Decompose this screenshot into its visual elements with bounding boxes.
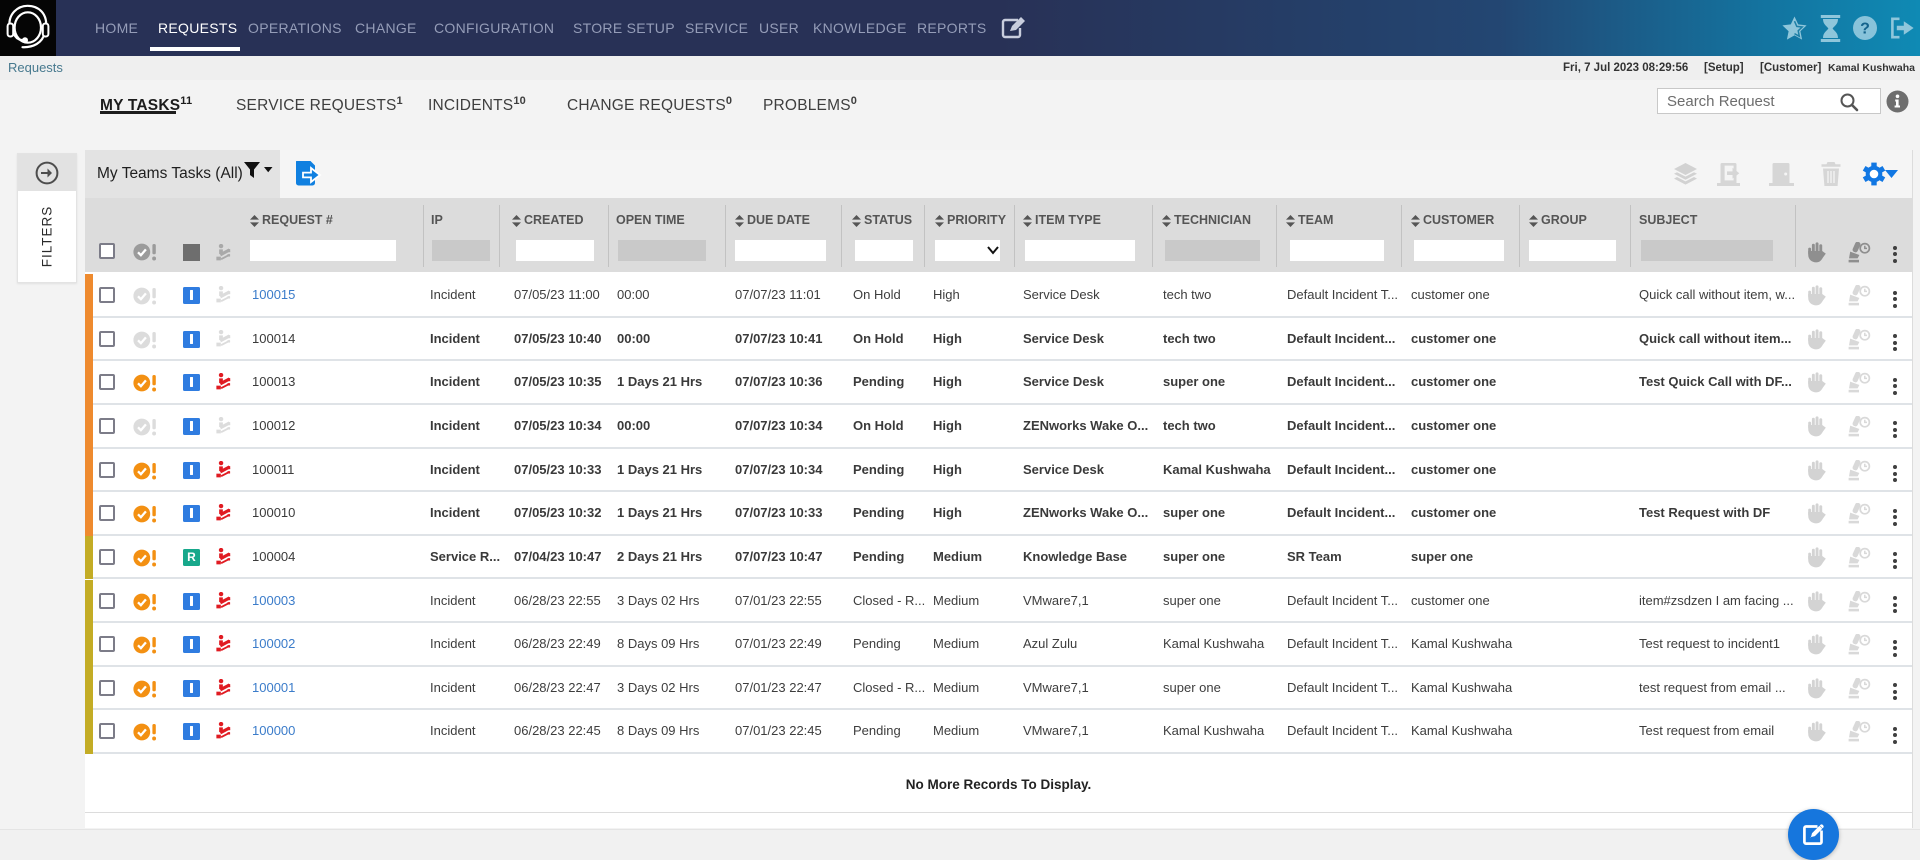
svg-text:?: ? bbox=[1860, 21, 1870, 38]
